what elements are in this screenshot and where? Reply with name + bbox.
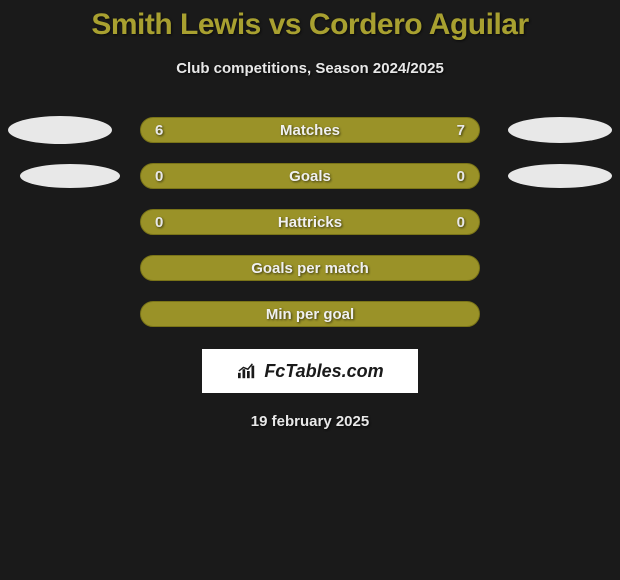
- stat-label: Goals: [289, 168, 331, 185]
- stat-row: Goals per match: [0, 255, 620, 281]
- stats-rows: 6 Matches 7 0 Goals 0 0 Hattricks 0: [0, 117, 620, 327]
- stat-row: 0 Goals 0: [0, 163, 620, 189]
- subtitle: Club competitions, Season 2024/2025: [0, 60, 620, 77]
- stat-value-right: 0: [457, 214, 465, 231]
- player-ellipse-right: [508, 117, 612, 143]
- chart-icon: [236, 362, 258, 380]
- player-ellipse-right: [508, 164, 612, 188]
- stat-label: Hattricks: [278, 214, 342, 231]
- brand-text: FcTables.com: [264, 361, 383, 382]
- stat-label: Matches: [280, 122, 340, 139]
- stat-value-right: 0: [457, 168, 465, 185]
- stat-label: Min per goal: [266, 306, 354, 323]
- stat-bar-hattricks: 0 Hattricks 0: [140, 209, 480, 235]
- stat-bar-min-per-goal: Min per goal: [140, 301, 480, 327]
- infographic-container: Smith Lewis vs Cordero Aguilar Club comp…: [0, 0, 620, 430]
- stat-bar-matches: 6 Matches 7: [140, 117, 480, 143]
- player-ellipse-left: [8, 116, 112, 144]
- stat-row: 0 Hattricks 0: [0, 209, 620, 235]
- stat-value-right: 7: [457, 122, 465, 139]
- stat-row: Min per goal: [0, 301, 620, 327]
- player-ellipse-left: [20, 164, 120, 188]
- page-title: Smith Lewis vs Cordero Aguilar: [0, 8, 620, 42]
- brand-badge: FcTables.com: [202, 349, 418, 393]
- stat-value-left: 0: [155, 168, 163, 185]
- stat-value-left: 6: [155, 122, 163, 139]
- stat-bar-goals: 0 Goals 0: [140, 163, 480, 189]
- stat-row: 6 Matches 7: [0, 117, 620, 143]
- stat-label: Goals per match: [251, 260, 369, 277]
- date-label: 19 february 2025: [0, 413, 620, 430]
- stat-value-left: 0: [155, 214, 163, 231]
- stat-bar-goals-per-match: Goals per match: [140, 255, 480, 281]
